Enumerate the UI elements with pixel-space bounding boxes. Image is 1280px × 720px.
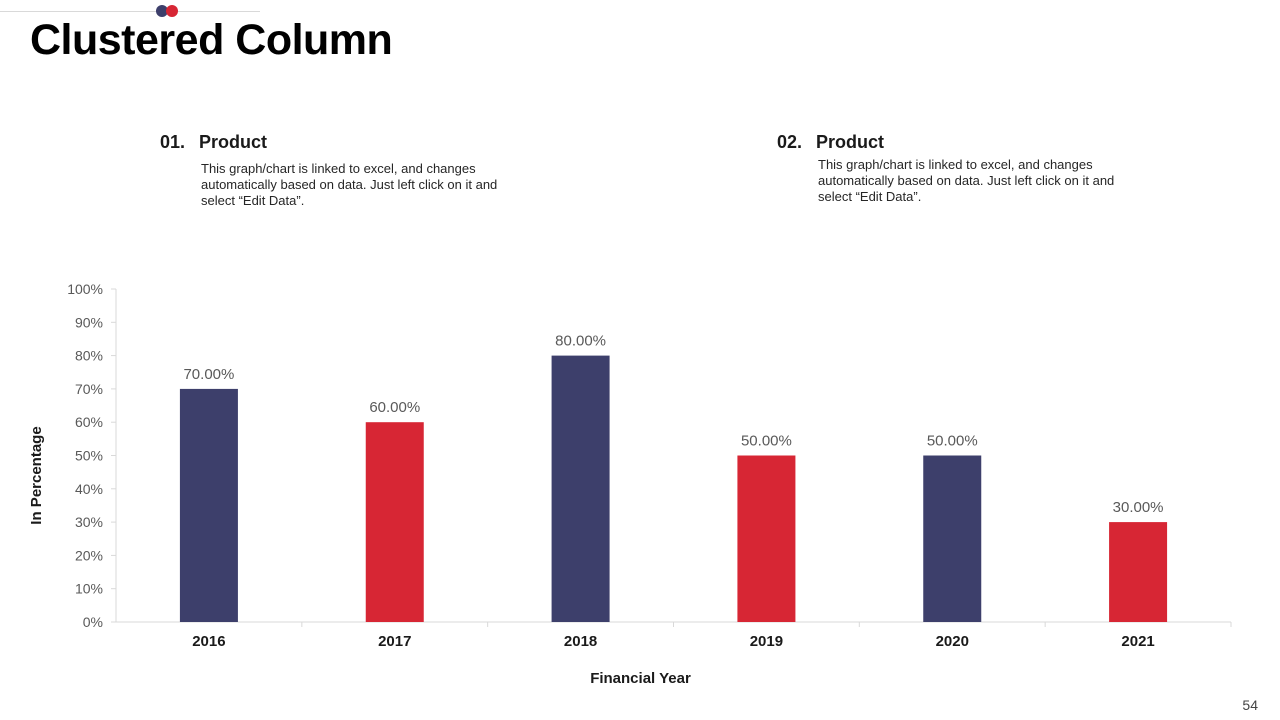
y-tick-label: 70% [75,381,103,397]
page-number: 54 [1242,697,1258,713]
x-tick-label: 2020 [936,633,969,650]
y-tick-label: 20% [75,547,103,563]
product-number: 02. [777,132,803,152]
y-tick-label: 90% [75,314,103,330]
clustered-column-chart: 0% 10% 20% 30% 40% 50% 60% 70% 80% 90% 100% 70.00% 2… [28,281,1232,687]
data-label: 50.00% [741,433,792,450]
product-block-2: 02. Product This graph/chart is linked t… [777,132,1114,205]
y-tick-label: 30% [75,514,103,530]
bar-2016 [179,388,238,622]
x-tick-label: 2021 [1121,633,1154,650]
product-number: 01. [160,132,186,152]
x-tick-label: 2019 [750,633,783,650]
top-divider-line [0,11,260,12]
y-tick-label: 80% [75,348,103,364]
product-description: This graph/chart is linked to excel, and… [818,157,1115,204]
y-tick-label: 40% [75,481,103,497]
bar-2017 [365,422,424,622]
x-tick-label: 2017 [378,633,411,650]
bar-2021 [1109,522,1168,622]
y-tick-label: 60% [75,414,103,430]
bar-2020 [923,455,982,622]
product-heading: 02. Product [777,132,1097,153]
product-description: This graph/chart is linked to excel, and… [201,161,498,208]
product-name: Product [199,132,268,152]
product-heading: 01. Product [160,132,480,153]
y-axis-title: In Percentage [28,426,45,524]
data-label: 80.00% [555,333,606,350]
x-tick-label: 2016 [192,633,225,650]
bar-2019 [737,455,796,622]
x-axis-title: Financial Year [590,670,691,687]
data-label: 30.00% [1113,499,1164,516]
y-tick-label: 50% [75,448,103,464]
red-dot-icon [166,5,178,17]
y-tick-label: 0% [83,614,103,630]
navy-dot-icon [156,5,168,17]
product-name: Product [816,132,885,152]
bar-2018 [551,355,610,622]
y-tick-label: 100% [67,281,103,297]
y-tick-label: 10% [75,581,103,597]
product-block-1: 01. Product This graph/chart is linked t… [160,132,497,209]
x-tick-label: 2018 [564,633,597,650]
data-label: 50.00% [927,433,978,450]
data-label: 70.00% [183,366,234,383]
data-label: 60.00% [369,399,420,416]
page-title: Clustered Column [30,16,393,64]
